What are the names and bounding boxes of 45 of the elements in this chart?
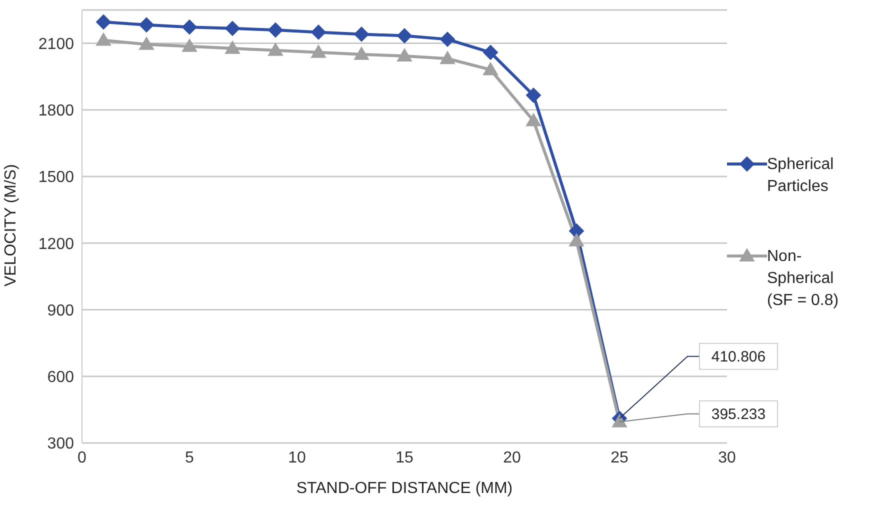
- point: [440, 51, 455, 64]
- point: [612, 414, 627, 428]
- x-tick-label: 5: [185, 449, 194, 466]
- point: [182, 38, 197, 52]
- x-axis-title: STAND-OFF DISTANCE (MM): [296, 480, 513, 497]
- point: [483, 62, 498, 76]
- point: [182, 20, 197, 35]
- y-tick-label: 600: [47, 369, 74, 386]
- x-tick-label: 15: [396, 449, 414, 466]
- point: [225, 20, 240, 36]
- point: [526, 113, 541, 126]
- x-tick-label: 30: [718, 449, 736, 466]
- y-tick-label: 1200: [38, 236, 74, 253]
- data-label: 395.233: [711, 406, 766, 423]
- legend-label: Non-Spherical (SF = 0.8): [767, 246, 840, 310]
- point: [96, 32, 111, 46]
- x-tick-label: 20: [503, 449, 521, 466]
- point: [139, 36, 154, 50]
- legend-label: Spherical Particles: [767, 154, 835, 196]
- point: [311, 44, 326, 58]
- point: [354, 26, 369, 42]
- y-tick-label: 900: [47, 302, 74, 320]
- point: [225, 40, 240, 54]
- point: [96, 14, 111, 30]
- y-tick-label: 300: [47, 436, 74, 453]
- x-tick-label: 0: [78, 449, 87, 466]
- y-tick-label: 1800: [38, 102, 74, 120]
- point: [397, 48, 412, 62]
- point: [397, 28, 412, 44]
- y-tick-label: 1500: [38, 169, 74, 186]
- point: [268, 42, 283, 56]
- y-tick-label: 2100: [38, 36, 74, 53]
- point: [311, 24, 326, 40]
- point: [139, 17, 154, 32]
- point: [268, 22, 283, 38]
- point: [569, 233, 584, 246]
- point: [526, 88, 541, 103]
- point: [440, 32, 455, 47]
- data-label: 410.806: [711, 348, 766, 366]
- y-axis-title: VELOCITY (M/S): [2, 164, 20, 286]
- x-tick-label: 10: [288, 449, 306, 466]
- x-tick-label: 25: [610, 449, 628, 466]
- point: [483, 44, 498, 60]
- point: [354, 46, 369, 60]
- point: [569, 223, 584, 238]
